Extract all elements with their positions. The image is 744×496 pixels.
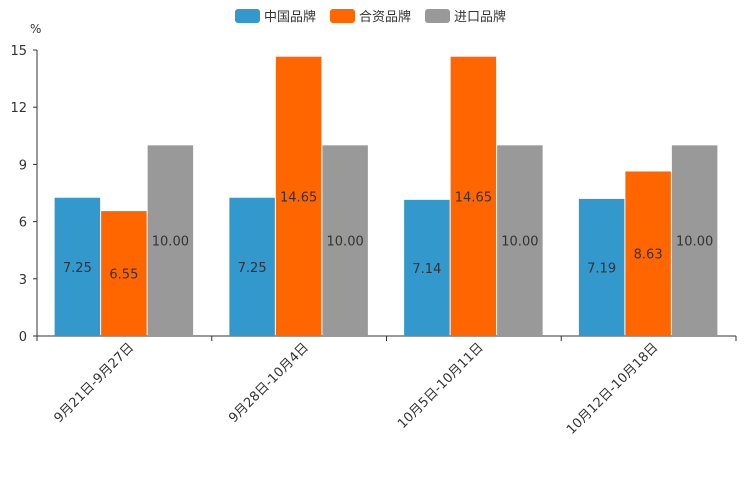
y-tick-label: 0 [19, 330, 27, 345]
legend-label: 进口品牌 [454, 9, 506, 25]
bar [54, 197, 101, 336]
bar [578, 198, 625, 336]
data-label: 7.14 [412, 262, 441, 277]
legend-label: 中国品牌 [264, 9, 316, 25]
y-axis: 0 3 6 9 12 15 [10, 44, 38, 345]
data-labels: 7.25 6.55 10.00 7.25 14.65 10.00 7.14 14.65 10.0… [63, 190, 713, 282]
bar [229, 197, 275, 336]
bar [404, 199, 450, 336]
data-label: 7.25 [63, 261, 92, 276]
bar [497, 145, 543, 336]
y-tick-label: 9 [19, 158, 27, 173]
x-axis: 9月21日-9月27日 9月28日-10月4日 10月5日-10月11日 10月12日… [36, 335, 737, 438]
legend-swatch [425, 9, 450, 23]
data-label: 10.00 [501, 235, 538, 250]
y-tick-label: 12 [10, 101, 27, 116]
legend-item[interactable]: 合资品牌 [330, 9, 411, 25]
bar [147, 145, 194, 336]
x-tick-label: 9月28日-10月4日 [226, 340, 312, 426]
legend-swatch [330, 9, 355, 23]
bar [322, 145, 368, 336]
data-label: 10.00 [676, 235, 713, 250]
data-label: 14.65 [280, 190, 317, 205]
x-tick-label: 10月5日-10月11日 [395, 340, 487, 432]
legend-swatch [235, 9, 260, 23]
y-tick-label: 3 [19, 273, 27, 288]
y-tick-label: 6 [19, 216, 27, 231]
legend: 中国品牌 合资品牌 进口品牌 [235, 9, 506, 25]
data-label: 7.25 [238, 261, 267, 276]
data-label: 10.00 [152, 235, 189, 250]
data-label: 8.63 [634, 248, 663, 263]
bar [101, 211, 147, 336]
legend-item[interactable]: 中国品牌 [235, 9, 316, 25]
data-label: 6.55 [109, 268, 138, 283]
data-label: 7.19 [587, 261, 616, 276]
data-label: 10.00 [327, 235, 364, 250]
data-label: 14.65 [455, 190, 492, 205]
bar [275, 56, 322, 336]
x-tick-label: 10月12日-10月18日 [564, 340, 661, 437]
bar [625, 171, 671, 336]
bar [671, 145, 718, 336]
y-axis-unit-label: % [30, 22, 41, 36]
legend-label: 合资品牌 [359, 9, 411, 25]
legend-item[interactable]: 进口品牌 [425, 9, 506, 25]
x-tick-label: 9月21日-9月27日 [51, 340, 137, 426]
y-tick-label: 15 [10, 44, 27, 59]
bars [54, 56, 718, 336]
bar [450, 56, 497, 336]
